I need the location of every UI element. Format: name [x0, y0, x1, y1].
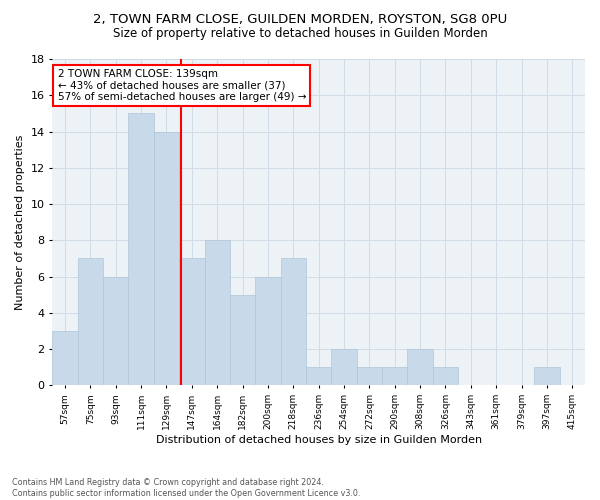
- X-axis label: Distribution of detached houses by size in Guilden Morden: Distribution of detached houses by size …: [155, 435, 482, 445]
- Bar: [179, 258, 205, 386]
- Bar: [52, 331, 77, 386]
- Bar: [154, 132, 179, 386]
- Y-axis label: Number of detached properties: Number of detached properties: [15, 134, 25, 310]
- Bar: [103, 276, 128, 386]
- Bar: [331, 349, 357, 386]
- Bar: [255, 276, 281, 386]
- Bar: [205, 240, 230, 386]
- Bar: [357, 368, 382, 386]
- Text: 2, TOWN FARM CLOSE, GUILDEN MORDEN, ROYSTON, SG8 0PU: 2, TOWN FARM CLOSE, GUILDEN MORDEN, ROYS…: [93, 12, 507, 26]
- Bar: [128, 114, 154, 386]
- Bar: [281, 258, 306, 386]
- Bar: [306, 368, 331, 386]
- Text: Contains HM Land Registry data © Crown copyright and database right 2024.
Contai: Contains HM Land Registry data © Crown c…: [12, 478, 361, 498]
- Bar: [77, 258, 103, 386]
- Bar: [407, 349, 433, 386]
- Text: Size of property relative to detached houses in Guilden Morden: Size of property relative to detached ho…: [113, 28, 487, 40]
- Bar: [382, 368, 407, 386]
- Bar: [534, 368, 560, 386]
- Bar: [433, 368, 458, 386]
- Text: 2 TOWN FARM CLOSE: 139sqm
← 43% of detached houses are smaller (37)
57% of semi-: 2 TOWN FARM CLOSE: 139sqm ← 43% of detac…: [58, 69, 306, 102]
- Bar: [230, 295, 255, 386]
